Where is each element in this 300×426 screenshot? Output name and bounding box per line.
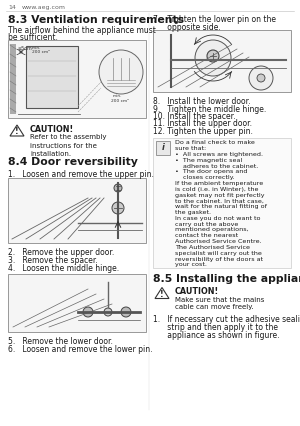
Circle shape (257, 74, 265, 82)
Bar (8, 274, 146, 332)
Text: The Authorised Service: The Authorised Service (175, 245, 250, 250)
Text: 6.   Loosen and remove the lower pin.: 6. Loosen and remove the lower pin. (8, 345, 152, 354)
Bar (10, 44, 16, 114)
Text: 3.   Remove the spacer.: 3. Remove the spacer. (8, 256, 98, 265)
Text: 200 cm²: 200 cm² (111, 99, 129, 103)
Text: Refer to the assembly
instructions for the
installation.: Refer to the assembly instructions for t… (30, 134, 106, 157)
Text: CAUTION!: CAUTION! (175, 288, 219, 296)
Bar (153, 30, 291, 92)
Text: 8.3 Ventilation requirements: 8.3 Ventilation requirements (8, 15, 184, 25)
Polygon shape (155, 288, 169, 299)
Text: 200 cm²: 200 cm² (32, 50, 50, 54)
Text: 4.   Loosen the middle hinge.: 4. Loosen the middle hinge. (8, 264, 119, 273)
Circle shape (104, 308, 112, 316)
Text: 8.4 Door reversibility: 8.4 Door reversibility (8, 157, 138, 167)
Text: closes correctly.: closes correctly. (175, 176, 235, 180)
Text: adheres to the cabinet.: adheres to the cabinet. (175, 164, 258, 169)
Bar (26, 46, 78, 108)
Text: 1.   Loosen and remove the upper pin.: 1. Loosen and remove the upper pin. (8, 170, 154, 179)
Text: 9.   Tighten the middle hinge.: 9. Tighten the middle hinge. (153, 104, 266, 113)
Circle shape (249, 66, 273, 90)
Text: specialist will carry out the: specialist will carry out the (175, 250, 262, 256)
Circle shape (195, 40, 231, 76)
Text: Make sure that the mains: Make sure that the mains (175, 296, 264, 302)
Text: appliance as shown in figure.: appliance as shown in figure. (153, 331, 280, 340)
Text: •  All screws are tightened.: • All screws are tightened. (175, 152, 263, 157)
Text: 1.   If necessary cut the adhesive sealing: 1. If necessary cut the adhesive sealing (153, 314, 300, 323)
Text: 11. Install the upper door.: 11. Install the upper door. (153, 120, 252, 129)
Text: ≥5cm: ≥5cm (18, 46, 33, 51)
Text: wait for the natural fitting of: wait for the natural fitting of (175, 204, 267, 209)
Bar (156, 141, 170, 155)
Text: !: ! (15, 127, 19, 136)
Text: gasket may not fit perfectly: gasket may not fit perfectly (175, 193, 265, 198)
Circle shape (99, 50, 143, 94)
Text: sure that:: sure that: (175, 146, 206, 151)
Text: i: i (162, 143, 164, 152)
Text: reversibility of the doors at: reversibility of the doors at (175, 256, 263, 262)
Text: The airflow behind the appliance must: The airflow behind the appliance must (8, 26, 156, 35)
Text: !: ! (160, 290, 164, 299)
Text: Do a final check to make: Do a final check to make (175, 141, 255, 146)
Text: cable can move freely.: cable can move freely. (175, 303, 254, 310)
Text: to the cabinet. In that case,: to the cabinet. In that case, (175, 199, 264, 204)
Text: Authorised Service Centre.: Authorised Service Centre. (175, 239, 262, 244)
Text: 12. Tighten the upper pin.: 12. Tighten the upper pin. (153, 127, 253, 136)
Text: •  The door opens and: • The door opens and (175, 170, 247, 175)
Text: 8.5 Installing the appliance: 8.5 Installing the appliance (153, 273, 300, 283)
Text: CAUTION!: CAUTION! (30, 125, 74, 134)
Text: 8.   Install the lower door.: 8. Install the lower door. (153, 97, 250, 106)
Text: mentioned operations,: mentioned operations, (175, 227, 249, 233)
Text: be sufficient.: be sufficient. (8, 33, 58, 42)
Text: •  The magnetic seal: • The magnetic seal (175, 158, 242, 163)
Text: your cost.: your cost. (175, 262, 207, 267)
Circle shape (114, 184, 122, 192)
Text: 7.   Tighten the lower pin on the: 7. Tighten the lower pin on the (153, 15, 276, 24)
Polygon shape (10, 125, 24, 136)
Text: the gasket.: the gasket. (175, 210, 211, 215)
Circle shape (83, 307, 93, 317)
Circle shape (112, 202, 124, 214)
Text: www.aeg.com: www.aeg.com (22, 5, 66, 10)
Text: carry out the above: carry out the above (175, 222, 238, 227)
Text: 14: 14 (8, 5, 16, 10)
Bar (8, 40, 146, 118)
Text: min.: min. (113, 94, 122, 98)
Text: is cold (i.e. in Winter), the: is cold (i.e. in Winter), the (175, 187, 259, 192)
Text: In case you do not want to: In case you do not want to (175, 216, 260, 221)
Text: contact the nearest: contact the nearest (175, 233, 238, 238)
Text: min.: min. (32, 46, 41, 50)
Bar (8, 178, 146, 243)
Text: 2.   Remove the upper door.: 2. Remove the upper door. (8, 248, 114, 257)
Text: If the ambient temperature: If the ambient temperature (175, 181, 263, 186)
Bar (153, 138, 291, 268)
Text: opposite side.: opposite side. (153, 23, 221, 32)
Text: 10. Install the spacer.: 10. Install the spacer. (153, 112, 236, 121)
Text: strip and then apply it to the: strip and then apply it to the (153, 322, 278, 331)
Text: 5.   Remove the lower door.: 5. Remove the lower door. (8, 337, 113, 346)
Circle shape (121, 307, 131, 317)
Circle shape (207, 50, 219, 62)
